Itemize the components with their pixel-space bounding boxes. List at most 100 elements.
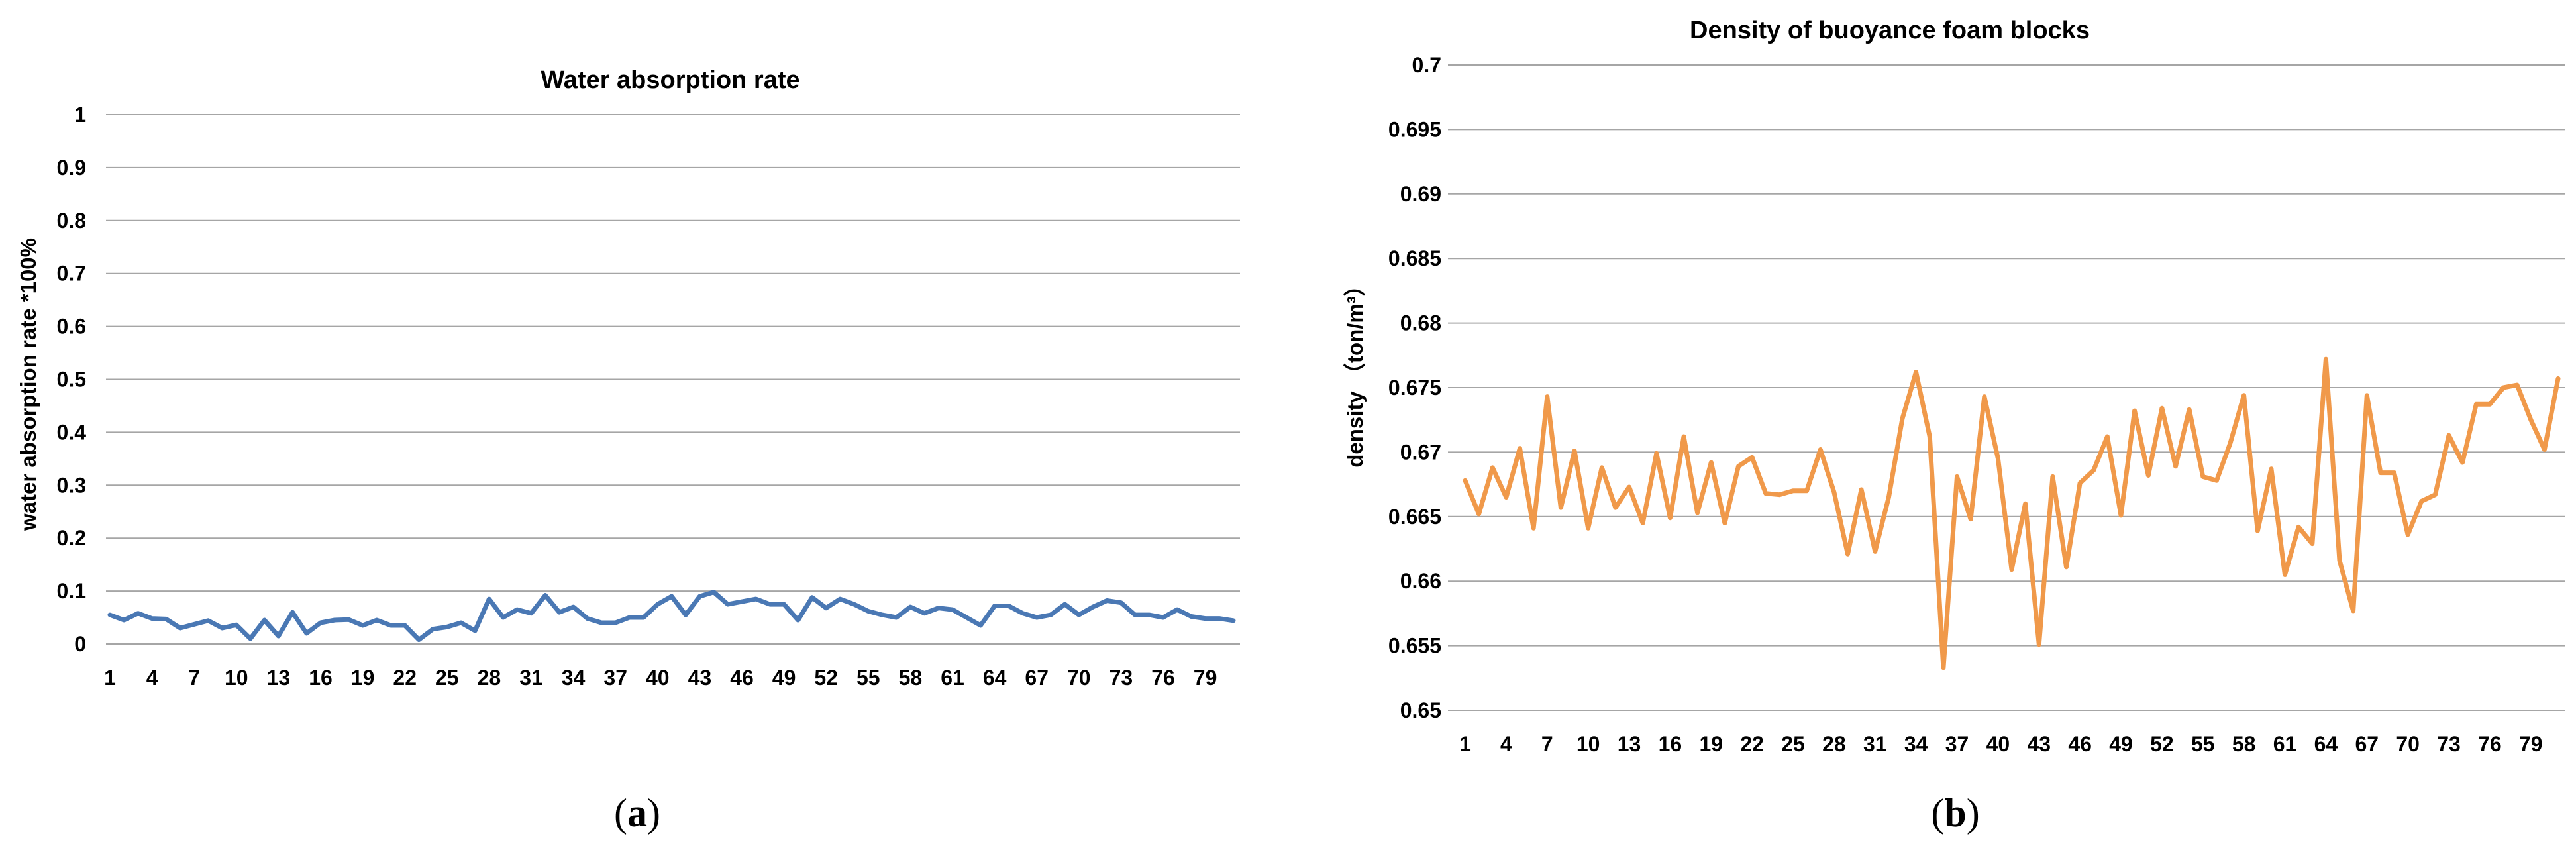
- x-tick-label: 10: [1576, 732, 1600, 756]
- data-point: [726, 602, 730, 606]
- data-point: [1063, 602, 1067, 606]
- data-point: [1696, 511, 1700, 515]
- x-tick-label: 76: [1151, 666, 1175, 690]
- y-tick-label: 0.68: [1400, 311, 1441, 335]
- data-point: [403, 623, 407, 627]
- subfigure-b-caption: (b): [1931, 791, 1979, 835]
- data-point: [2119, 513, 2123, 517]
- x-tick-label: 7: [1541, 732, 1553, 756]
- data-point: [445, 625, 449, 629]
- data-point: [1846, 552, 1849, 556]
- data-point: [2010, 568, 2014, 572]
- data-point: [164, 617, 168, 621]
- x-tick-label: 73: [1109, 666, 1133, 690]
- data-point: [1941, 666, 1945, 670]
- data-point: [1791, 489, 1795, 493]
- x-tick-label: 61: [2273, 732, 2297, 756]
- data-point: [1477, 512, 1481, 516]
- x-tick-label: 16: [1659, 732, 1682, 756]
- data-point: [2051, 474, 2055, 478]
- y-tick-label: 1: [74, 103, 86, 127]
- data-point: [276, 634, 280, 638]
- chart-a-x-ticks: 1 4 7 10 13 16 19 22 25 28 31 34 37 40 43 46 49 52 55 58 61 6…: [104, 666, 1217, 690]
- x-tick-label: 67: [1025, 666, 1049, 690]
- data-point: [515, 608, 519, 612]
- chart-b-x-ticks: 1 4 7 10 13 16 19 22 25 28 31 34 37 40 43 46 49 52 55 58 61 6…: [1459, 732, 2542, 756]
- data-point: [768, 602, 772, 606]
- chart-panel-a: Water absorption rate water absorption r…: [16, 66, 1240, 835]
- x-tick-label: 13: [267, 666, 291, 690]
- x-tick-label: 70: [1067, 666, 1091, 690]
- data-point: [1969, 517, 1973, 521]
- data-point: [908, 605, 912, 609]
- data-point: [2351, 609, 2355, 613]
- x-tick-label: 46: [2068, 732, 2092, 756]
- chart-b-y-ticks: 0.65 0.655 0.66 0.665 0.67 0.675 0.68 0.685 0.69…: [1388, 53, 1441, 722]
- data-point: [305, 631, 309, 635]
- data-point: [1133, 613, 1137, 617]
- x-tick-label: 40: [646, 666, 670, 690]
- data-point: [2255, 529, 2259, 533]
- chart-b-series: [1463, 356, 2561, 670]
- y-tick-label: 0.695: [1388, 117, 1441, 141]
- data-point: [1463, 478, 1467, 482]
- data-point: [221, 626, 225, 630]
- data-point: [2488, 402, 2492, 406]
- y-tick-label: 0.2: [57, 526, 86, 550]
- data-point: [2310, 542, 2314, 546]
- x-tick-label: 19: [351, 666, 375, 690]
- chart-a-y-axis-label: water absorption rate *100%: [16, 238, 40, 531]
- x-tick-label: 37: [603, 666, 627, 690]
- data-point: [1818, 448, 1822, 452]
- data-point: [1119, 601, 1123, 605]
- data-point: [1545, 395, 1549, 399]
- data-point: [333, 618, 336, 622]
- data-point: [1886, 496, 1890, 500]
- data-point: [2037, 643, 2041, 647]
- chart-a-y-ticks: 0 0.1 0.2 0.3 0.4 0.5 0.6 0.7 0.8 0.9 1: [57, 103, 87, 656]
- data-point: [964, 615, 968, 619]
- x-tick-label: 76: [2478, 732, 2502, 756]
- x-tick-label: 61: [941, 666, 964, 690]
- data-point: [1900, 417, 1904, 421]
- data-point: [978, 623, 982, 627]
- data-point: [1873, 549, 1877, 553]
- x-tick-label: 7: [188, 666, 200, 690]
- data-point: [291, 610, 295, 614]
- x-tick-label: 55: [2191, 732, 2215, 756]
- y-tick-label: 0.65: [1400, 698, 1441, 722]
- x-tick-label: 25: [435, 666, 459, 690]
- x-tick-label: 13: [1618, 732, 1641, 756]
- x-tick-label: 79: [2519, 732, 2543, 756]
- data-point: [599, 621, 603, 625]
- data-point: [487, 597, 491, 601]
- data-point: [697, 594, 701, 598]
- data-point: [1586, 526, 1590, 530]
- data-point: [2133, 409, 2137, 413]
- data-point: [894, 615, 898, 619]
- data-point: [1750, 455, 1754, 459]
- data-point: [1049, 613, 1053, 617]
- data-point: [937, 606, 941, 610]
- y-tick-label: 0.5: [57, 368, 86, 392]
- data-point: [1764, 492, 1768, 496]
- x-tick-label: 1: [104, 666, 116, 690]
- data-point: [2105, 435, 2109, 439]
- data-point: [852, 602, 856, 606]
- data-point: [2078, 481, 2082, 485]
- data-point: [2406, 533, 2410, 537]
- data-point: [1627, 485, 1631, 489]
- x-tick-label: 4: [1500, 732, 1512, 756]
- data-point: [2187, 407, 2191, 411]
- data-point: [178, 626, 182, 630]
- data-point: [1559, 506, 1563, 509]
- x-tick-label: 1: [1459, 732, 1471, 756]
- x-tick-label: 40: [1986, 732, 2010, 756]
- data-point: [1682, 435, 1686, 439]
- y-tick-label: 0.69: [1400, 182, 1441, 206]
- x-tick-label: 28: [478, 666, 501, 690]
- data-point: [1709, 460, 1713, 464]
- data-point: [1983, 395, 1986, 399]
- data-point: [136, 612, 140, 615]
